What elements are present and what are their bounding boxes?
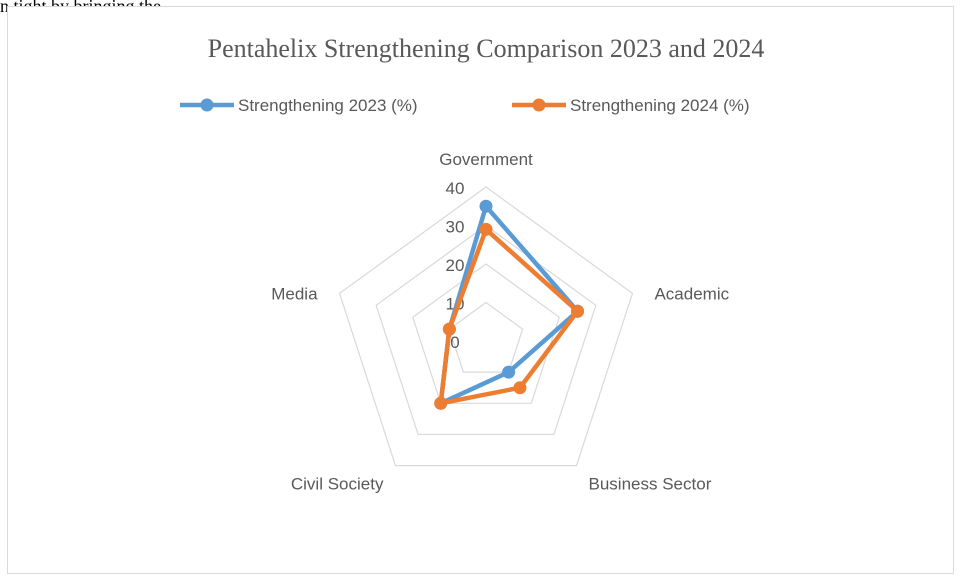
legend-item-1: Strengthening 2023 (%): [180, 96, 418, 115]
legend-item-2: Strengthening 2024 (%): [512, 96, 750, 115]
legend-swatch-marker: [532, 98, 546, 112]
r-tick-label: 20: [446, 256, 465, 275]
category-label-business-sector: Business Sector: [589, 475, 712, 494]
grid-ring-20: [412, 263, 560, 404]
data-point: [442, 322, 456, 336]
data-point: [502, 365, 516, 379]
r-tick-label: 30: [446, 218, 465, 237]
category-label-government: Government: [439, 150, 533, 169]
r-tick-label: 0: [450, 333, 459, 352]
legend-label: Strengthening 2023 (%): [238, 96, 418, 115]
data-point: [513, 381, 527, 395]
category-label-media: Media: [271, 284, 318, 303]
legend-swatch-marker: [200, 98, 214, 112]
chart-frame: [7, 6, 954, 574]
series-line: [438, 227, 580, 406]
category-labels: Government Academic Business Sector Civil S…: [271, 150, 729, 494]
legend: Strengthening 2023 (%) Strengthening 2024…: [180, 96, 750, 115]
legend-label: Strengthening 2024 (%): [570, 96, 750, 115]
r-tick-label: 40: [446, 179, 465, 198]
category-label-academic: Academic: [654, 284, 729, 303]
series-layer: [434, 199, 585, 410]
series-2: [434, 222, 585, 410]
grid-ring-40: [338, 186, 634, 467]
grid-ring-10: [448, 301, 524, 373]
chart-title: Pentahelix Strengthening Comparison 2023…: [208, 34, 765, 63]
grid-ring-30: [375, 224, 597, 436]
data-point: [479, 199, 493, 213]
data-point: [479, 222, 493, 236]
data-point: [571, 304, 585, 318]
category-label-civil-society: Civil Society: [291, 475, 384, 494]
data-point: [434, 396, 448, 410]
